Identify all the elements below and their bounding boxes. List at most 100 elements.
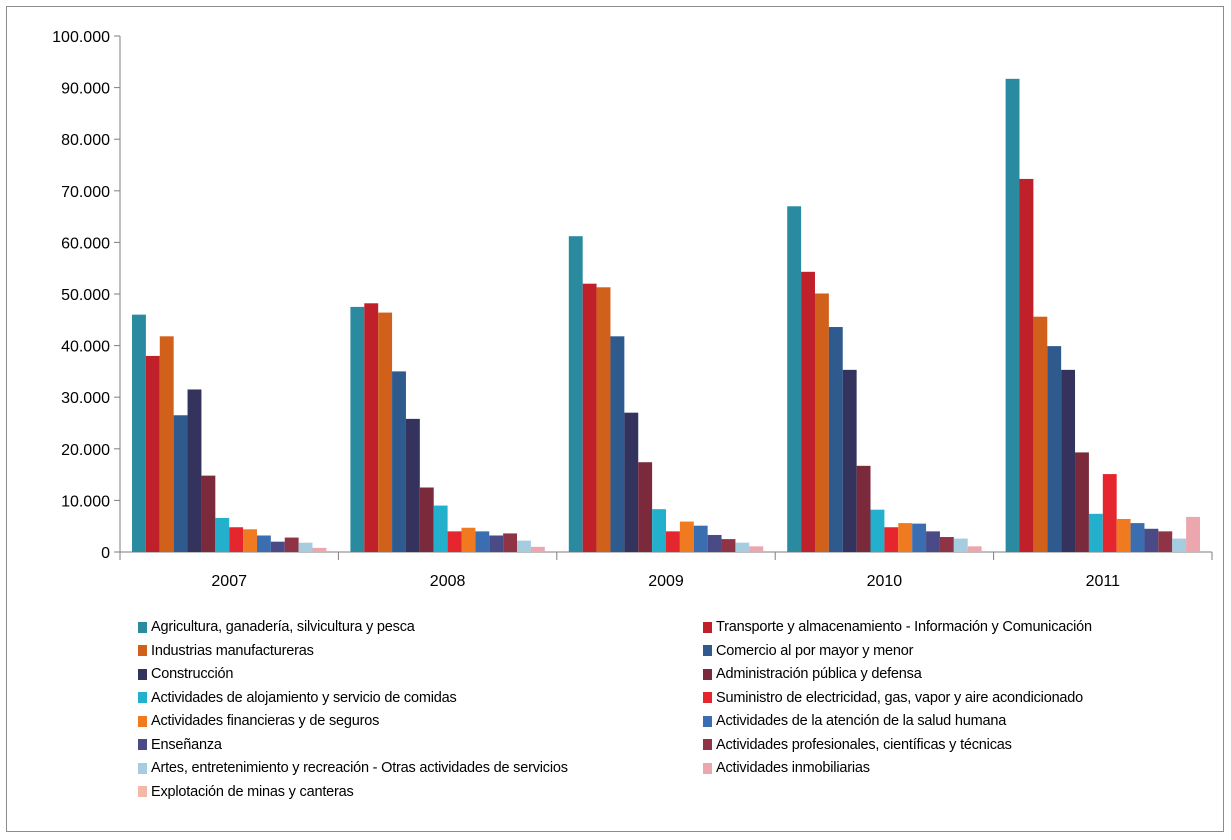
y-tick-label: 40.000 bbox=[61, 339, 110, 356]
legend-swatch bbox=[703, 668, 712, 680]
y-tick-label: 70.000 bbox=[61, 184, 110, 201]
bar bbox=[870, 509, 885, 552]
bars bbox=[132, 78, 1200, 552]
legend-item: Comercio al por mayor y menor bbox=[703, 640, 913, 662]
legend-swatch bbox=[138, 668, 147, 680]
bar bbox=[1075, 452, 1089, 552]
legend-item: Actividades de alojamiento y servicio de… bbox=[138, 687, 457, 709]
legend-label: Actividades de la atención de la salud h… bbox=[716, 713, 1007, 729]
bar bbox=[787, 206, 802, 552]
legend-item: Actividades financieras y de seguros bbox=[138, 710, 379, 732]
legend-item: Explotación de minas y canteras bbox=[138, 781, 354, 803]
legend-label: Industrias manufactureras bbox=[151, 642, 314, 659]
legend-label: Actividades financieras y de seguros bbox=[151, 713, 380, 729]
bar bbox=[1158, 531, 1173, 552]
bar bbox=[187, 389, 202, 552]
bar bbox=[159, 336, 174, 552]
bar bbox=[503, 533, 518, 552]
x-tick-label: 2011 bbox=[1086, 573, 1121, 590]
bar bbox=[378, 312, 393, 552]
legend-swatch bbox=[138, 692, 147, 703]
bar bbox=[568, 236, 583, 552]
bar bbox=[652, 509, 666, 552]
legend-item: Actividades de la atención de la salud h… bbox=[703, 710, 1006, 732]
bar bbox=[912, 523, 927, 552]
legend-item: Industrias manufactureras bbox=[138, 640, 314, 662]
legend-swatch bbox=[138, 715, 147, 727]
bar bbox=[447, 531, 462, 552]
bar bbox=[1019, 178, 1034, 552]
bar bbox=[1172, 538, 1187, 552]
bar-chart: 0 10.000 20.000 30.000 40.000 50.000 60.000 70.… bbox=[52, 29, 1213, 590]
y-tick-label: 0 bbox=[101, 545, 110, 562]
bar bbox=[967, 546, 982, 552]
legend-label: Suministro de electricidad, gas, vapor y… bbox=[716, 689, 1084, 706]
bar bbox=[1047, 346, 1062, 552]
bar bbox=[405, 418, 420, 552]
y-tick-label: 80.000 bbox=[61, 132, 110, 149]
bar bbox=[530, 546, 545, 552]
legend-swatch bbox=[703, 621, 712, 633]
legend-item: Transporte y almacenamiento - Informació… bbox=[703, 616, 1092, 638]
bar bbox=[201, 475, 216, 552]
bar bbox=[312, 547, 327, 552]
bar bbox=[693, 525, 708, 552]
legend-label: Explotación de minas y canteras bbox=[151, 783, 354, 800]
legend-label: Administración pública y defensa bbox=[716, 666, 922, 682]
bar bbox=[610, 336, 625, 552]
legend-swatch bbox=[138, 621, 147, 633]
bar bbox=[1186, 516, 1200, 552]
bar bbox=[1061, 369, 1076, 552]
legend-label: Comercio al por mayor y menor bbox=[716, 642, 914, 659]
bar bbox=[582, 283, 597, 552]
legend-swatch bbox=[703, 739, 712, 750]
legend-swatch bbox=[138, 739, 147, 750]
y-tick-label: 60.000 bbox=[61, 235, 110, 252]
legend-label: Transporte y almacenamiento - Informació… bbox=[716, 619, 1092, 635]
legend-swatch bbox=[703, 715, 712, 727]
legend-item: Agricultura, ganadería, silvicultura y p… bbox=[138, 616, 415, 638]
y-tick-label: 50.000 bbox=[61, 287, 110, 304]
y-tick-label: 20.000 bbox=[61, 442, 110, 459]
bar bbox=[392, 371, 406, 552]
legend-item: Actividades inmobiliarias bbox=[703, 757, 870, 779]
bar bbox=[884, 527, 899, 552]
legend-label: Construcción bbox=[151, 666, 234, 682]
bar bbox=[517, 540, 531, 552]
legend-label: Artes, entretenimiento y recreación - Ot… bbox=[151, 760, 568, 776]
bar bbox=[679, 521, 694, 552]
bar bbox=[270, 541, 285, 552]
legend-item: Actividades profesionales, científicas y… bbox=[703, 734, 1012, 756]
y-tick-label: 30.000 bbox=[61, 390, 110, 407]
bar bbox=[828, 327, 843, 552]
x-tick-label: 2008 bbox=[430, 573, 466, 590]
bar bbox=[489, 535, 504, 552]
legend-swatch bbox=[703, 645, 712, 656]
legend-swatch bbox=[138, 645, 147, 656]
x-tick-label: 2007 bbox=[211, 573, 247, 590]
legend-swatch bbox=[703, 762, 712, 774]
legend-swatch bbox=[703, 692, 712, 703]
legend-item: Administración pública y defensa bbox=[703, 663, 922, 685]
bar bbox=[173, 415, 188, 552]
x-tick-label: 2009 bbox=[648, 573, 684, 590]
bar bbox=[638, 462, 653, 552]
bar bbox=[1116, 518, 1131, 552]
bar bbox=[145, 355, 160, 552]
bar bbox=[243, 529, 257, 552]
legend-item: Enseñanza bbox=[138, 734, 222, 756]
legend-label: Actividades profesionales, científicas y… bbox=[716, 736, 1012, 753]
bar bbox=[1033, 316, 1048, 552]
legend-item: Suministro de electricidad, gas, vapor y… bbox=[703, 687, 1083, 709]
legend-label: Agricultura, ganadería, silvicultura y p… bbox=[151, 619, 415, 635]
bar bbox=[475, 531, 490, 552]
bar bbox=[132, 314, 146, 552]
legend-item: Artes, entretenimiento y recreación - Ot… bbox=[138, 757, 568, 779]
bar bbox=[814, 293, 829, 552]
bar bbox=[842, 369, 857, 552]
y-tick-label: 10.000 bbox=[61, 493, 110, 510]
legend-swatch bbox=[138, 762, 147, 774]
bar bbox=[256, 535, 271, 552]
bar bbox=[1102, 474, 1117, 552]
bar bbox=[939, 537, 954, 552]
